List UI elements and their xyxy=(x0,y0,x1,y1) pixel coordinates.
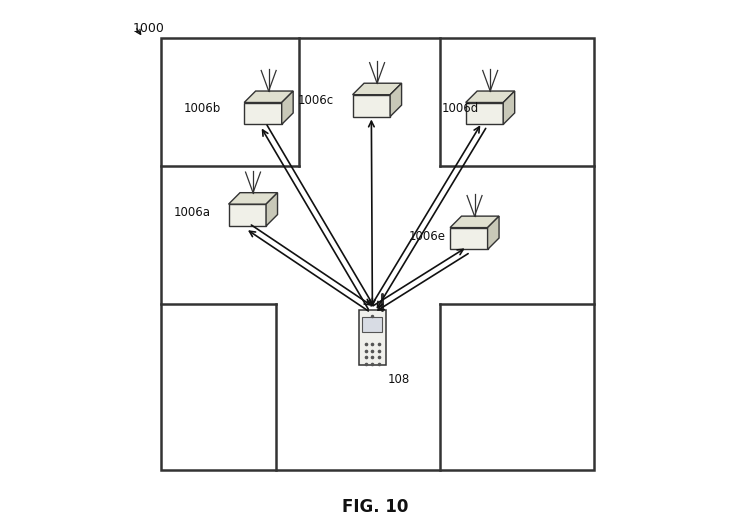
Polygon shape xyxy=(390,83,401,116)
Bar xyxy=(161,38,594,471)
Bar xyxy=(352,95,390,116)
Text: 1006e: 1006e xyxy=(408,231,446,244)
Text: 108: 108 xyxy=(388,373,410,386)
Bar xyxy=(229,204,266,226)
Polygon shape xyxy=(352,83,401,95)
Bar xyxy=(450,227,488,249)
Text: FIG. 10: FIG. 10 xyxy=(342,498,408,516)
Polygon shape xyxy=(488,216,499,249)
Polygon shape xyxy=(229,193,278,204)
Polygon shape xyxy=(282,91,293,124)
Text: 1000: 1000 xyxy=(133,22,164,35)
Polygon shape xyxy=(466,91,514,103)
Text: 1006b: 1006b xyxy=(184,102,221,115)
Bar xyxy=(244,103,282,124)
Polygon shape xyxy=(503,91,515,124)
Bar xyxy=(466,103,503,124)
Text: 1006d: 1006d xyxy=(442,102,479,115)
Text: 1006c: 1006c xyxy=(297,94,333,107)
Polygon shape xyxy=(450,216,499,227)
Bar xyxy=(362,316,382,332)
Text: 1006a: 1006a xyxy=(174,206,211,219)
Polygon shape xyxy=(266,193,278,226)
Bar xyxy=(358,310,386,365)
Polygon shape xyxy=(244,91,293,103)
